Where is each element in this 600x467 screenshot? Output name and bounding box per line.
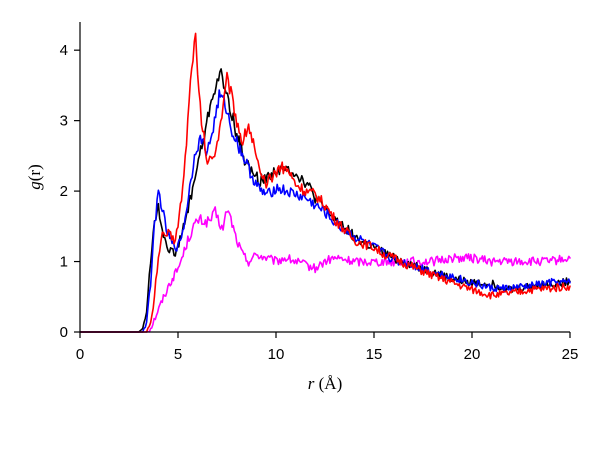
series-line-0	[79, 206, 571, 333]
y-tick-label: 4	[60, 42, 68, 59]
series-line-2	[79, 89, 571, 333]
x-tick-label: 5	[174, 346, 182, 363]
series-line-1	[79, 68, 571, 333]
x-tick-label: 25	[562, 346, 579, 363]
y-axis-label: g(r)	[25, 164, 44, 189]
series-line-3	[79, 32, 571, 333]
y-tick-label: 3	[60, 113, 68, 130]
plot-area: 0 5 10 15 20 25 0 1 2 3 4	[60, 22, 579, 363]
x-tick-label: 10	[268, 346, 285, 363]
x-ticks: 0 5 10 15 20 25	[76, 332, 579, 363]
y-tick-label: 1	[60, 254, 68, 271]
y-tick-label: 0	[60, 324, 68, 341]
x-tick-label: 15	[366, 346, 383, 363]
x-tick-label: 0	[76, 346, 84, 363]
x-axis-label: r (Å)	[308, 374, 342, 393]
series-layer	[79, 32, 571, 333]
y-ticks: 0 1 2 3 4	[60, 42, 80, 341]
x-tick-label: 20	[464, 346, 481, 363]
y-tick-label: 2	[60, 183, 68, 200]
